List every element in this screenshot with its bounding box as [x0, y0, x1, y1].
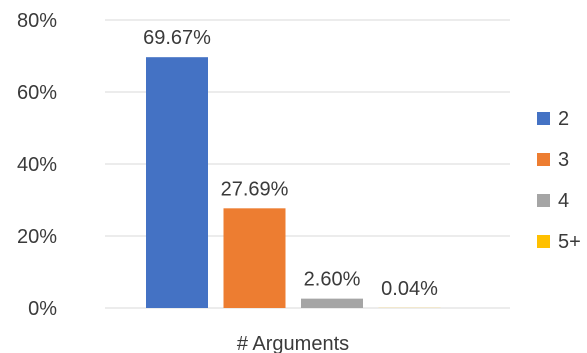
data-label: 0.04%: [381, 278, 438, 300]
legend-swatch: [537, 235, 550, 248]
legend-label: 4: [558, 190, 569, 212]
y-tick-label: 60%: [17, 82, 57, 104]
legend-label: 2: [558, 108, 569, 130]
legend-swatch: [537, 194, 550, 207]
x-axis-title: # Arguments: [237, 333, 349, 353]
y-axis-ticks: 0% 20% 40% 60% 80%: [17, 10, 57, 320]
bar-3: [223, 208, 286, 308]
legend-label: 5+: [558, 231, 581, 253]
bars: [146, 57, 441, 308]
bar-4: [301, 298, 363, 308]
data-label: 69.67%: [143, 27, 211, 49]
data-label: 2.60%: [304, 269, 361, 291]
bar-2: [146, 57, 208, 308]
legend: 2 3 4 5+: [537, 108, 581, 253]
y-tick-label: 40%: [17, 154, 57, 176]
y-tick-label: 80%: [17, 10, 57, 32]
data-labels: 69.67% 27.69% 2.60% 0.04%: [143, 27, 438, 300]
data-label: 27.69%: [221, 178, 289, 200]
y-tick-label: 20%: [17, 226, 57, 248]
legend-label: 3: [558, 149, 569, 171]
legend-swatch: [537, 112, 550, 125]
legend-swatch: [537, 153, 550, 166]
y-tick-label: 0%: [28, 298, 57, 320]
